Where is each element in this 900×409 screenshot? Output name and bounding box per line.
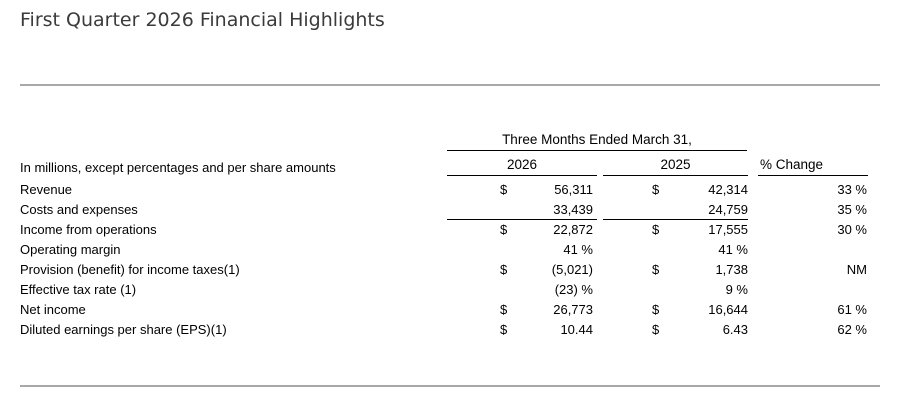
value-2025: 6.43 bbox=[722, 322, 748, 337]
table-row-revenue: Revenue 56,311 $ 42,314 $ 33 % bbox=[0, 180, 900, 200]
row-label: Net income bbox=[20, 302, 86, 317]
dollar-sign-2026: $ bbox=[500, 302, 508, 317]
column-header-2025: 2025 bbox=[660, 157, 691, 172]
row-label: Effective tax rate (1) bbox=[20, 282, 137, 297]
table-note: In millions, except percentages and per … bbox=[20, 160, 336, 175]
table-row-operating-margin: Operating margin 41 % 41 % bbox=[0, 240, 900, 260]
dollar-sign-2025 bbox=[652, 200, 676, 220]
table-row-income-from-operations: Income from operations 22,872 $ 17,555 $… bbox=[0, 220, 900, 240]
row-label: Income from operations bbox=[20, 222, 157, 237]
row-label: Operating margin bbox=[20, 242, 121, 257]
value-2026: (5,021) bbox=[551, 262, 593, 277]
page-title: First Quarter 2026 Financial Highlights bbox=[20, 9, 385, 31]
pct-change-value: 33 % bbox=[837, 182, 867, 197]
value-2026: 10.44 bbox=[560, 322, 593, 337]
dollar-sign-2026 bbox=[500, 240, 524, 260]
pct-change-value: 62 % bbox=[837, 322, 867, 337]
column-header-2026: 2026 bbox=[506, 157, 538, 172]
row-label: Diluted earnings per share (EPS)(1) bbox=[20, 322, 227, 337]
table-row-costs-and-expenses: Costs and expenses 33,439 24,759 35 % bbox=[0, 200, 900, 220]
value-2025: 1,738 bbox=[715, 262, 748, 277]
dollar-sign-2025 bbox=[652, 240, 676, 260]
dollar-sign-2026: $ bbox=[500, 222, 508, 237]
bottom-divider bbox=[20, 385, 880, 387]
dollar-sign-2026 bbox=[500, 280, 524, 300]
table-row-net-income: Net income 26,773 $ 16,644 $ 61 % bbox=[0, 300, 900, 320]
span-header-underline bbox=[447, 150, 747, 151]
subtotal-line-2026 bbox=[447, 219, 597, 220]
value-2025: 41 % bbox=[718, 242, 748, 257]
header-underline-2025 bbox=[603, 175, 748, 176]
subtotal-line-2025 bbox=[603, 219, 748, 220]
value-2025: 24,759 bbox=[708, 202, 748, 217]
pct-change-value: 30 % bbox=[837, 222, 867, 237]
table-row-diluted-eps: Diluted earnings per share (EPS)(1) 10.4… bbox=[0, 320, 900, 340]
dollar-sign-2025: $ bbox=[652, 322, 660, 337]
value-2025: 9 % bbox=[725, 282, 748, 297]
row-label: Revenue bbox=[20, 182, 73, 197]
table-row-provision-for-income-taxes: Provision (benefit) for income taxes(1) … bbox=[0, 260, 900, 280]
header-underline-pct-change bbox=[758, 175, 868, 176]
dollar-sign-2026 bbox=[500, 200, 524, 220]
value-2026: (23) % bbox=[554, 282, 593, 297]
value-2025: 17,555 bbox=[708, 222, 748, 237]
pct-change-value: 35 % bbox=[837, 202, 867, 217]
pct-change-value: 61 % bbox=[837, 302, 867, 317]
dollar-sign-2025: $ bbox=[652, 182, 660, 197]
top-divider bbox=[20, 84, 880, 86]
value-2025: 42,314 bbox=[708, 182, 748, 197]
pct-change-value bbox=[758, 240, 867, 260]
dollar-sign-2026: $ bbox=[500, 322, 508, 337]
value-2026: 41 % bbox=[563, 242, 593, 257]
table-row-effective-tax-rate: Effective tax rate (1) (23) % 9 % bbox=[0, 280, 900, 300]
dollar-sign-2025: $ bbox=[652, 302, 660, 317]
dollar-sign-2025 bbox=[652, 280, 676, 300]
column-span-header: Three Months Ended March 31, bbox=[502, 132, 692, 147]
value-2026: 56,311 bbox=[554, 182, 593, 197]
dollar-sign-2025: $ bbox=[652, 222, 660, 237]
value-2025: 16,644 bbox=[708, 302, 748, 317]
dollar-sign-2026: $ bbox=[500, 262, 508, 277]
header-underline-2026 bbox=[447, 175, 597, 176]
value-2026: 26,773 bbox=[553, 302, 593, 317]
row-label: Costs and expenses bbox=[20, 202, 138, 217]
pct-change-value: NM bbox=[846, 262, 867, 277]
dollar-sign-2025: $ bbox=[652, 262, 660, 277]
value-2026: 22,872 bbox=[553, 222, 593, 237]
value-2026: 33,439 bbox=[553, 202, 593, 217]
row-label: Provision (benefit) for income taxes(1) bbox=[20, 262, 240, 277]
dollar-sign-2026: $ bbox=[500, 182, 508, 197]
pct-change-value bbox=[758, 280, 867, 300]
column-header-pct-change: % Change bbox=[760, 157, 824, 172]
